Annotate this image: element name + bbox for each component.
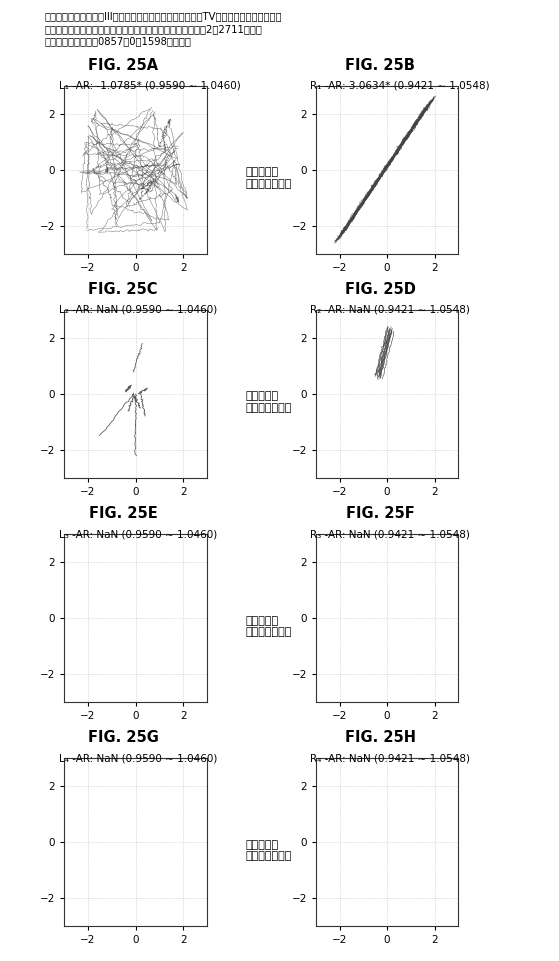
Text: R₄ -AR: NaN (0.9421 ∼ 1.0548): R₄ -AR: NaN (0.9421 ∼ 1.0548) — [310, 753, 470, 763]
Text: FIG. 25G: FIG. 25G — [88, 730, 158, 745]
Text: FIG. 25B: FIG. 25B — [345, 58, 415, 73]
Text: 目は一緒に
移動していない: 目は一緒に 移動していない — [246, 840, 292, 861]
Text: FIG. 25E: FIG. 25E — [89, 505, 157, 521]
Text: （正常範囲は、－．0857～0．1598である）: （正常範囲は、－．0857～0．1598である） — [45, 37, 192, 46]
Text: 目は一緒に
移動していない: 目は一緒に 移動していない — [246, 167, 292, 189]
Text: FIG. 25A: FIG. 25A — [88, 58, 158, 73]
Text: L₂ -AR: NaN (0.9590 ∼ 1.0460): L₂ -AR: NaN (0.9590 ∼ 1.0460) — [59, 305, 217, 315]
Text: R₁ -AR: 3.0634* (0.9421 ∼ 1.0548): R₁ -AR: 3.0634* (0.9421 ∼ 1.0548) — [310, 81, 490, 90]
Text: L₁ -AR: -1.0785* (0.9590 ∼ 1.0460): L₁ -AR: -1.0785* (0.9590 ∼ 1.0460) — [59, 81, 240, 90]
Text: R₂ -AR: NaN (0.9421 ∼ 1.0548): R₂ -AR: NaN (0.9421 ∼ 1.0548) — [310, 305, 470, 315]
Text: FIG. 25D: FIG. 25D — [345, 282, 415, 297]
Text: FIG. 25C: FIG. 25C — [88, 282, 158, 297]
Text: R₃ -AR: NaN (0.9421 ∼ 1.0548): R₃ -AR: NaN (0.9421 ∼ 1.0548) — [310, 529, 470, 539]
Text: FIG. 25F: FIG. 25F — [346, 505, 414, 521]
Text: 目は一緒に
移動していない: 目は一緒に 移動していない — [246, 616, 292, 637]
Text: である肉眼で見て非共同性の注視を有する。彼の共同性は、2．2711である: である肉眼で見て非共同性の注視を有する。彼の共同性は、2．2711である — [45, 24, 263, 34]
Text: L₃ -AR: NaN (0.9590 ∼ 1.0460): L₃ -AR: NaN (0.9590 ∼ 1.0460) — [59, 529, 217, 539]
Text: L₄ -AR: NaN (0.9590 ∼ 1.0460): L₄ -AR: NaN (0.9590 ∼ 1.0460) — [59, 753, 217, 763]
Text: FIG. 25H: FIG. 25H — [344, 730, 416, 745]
Text: 目は一緒に
移動していない: 目は一緒に 移動していない — [246, 391, 292, 413]
Text: 外科的に切断された第III神経を有する人は、自然な目視（TVを観ている）で検出可能: 外科的に切断された第III神経を有する人は、自然な目視（TVを観ている）で検出可… — [45, 12, 282, 21]
